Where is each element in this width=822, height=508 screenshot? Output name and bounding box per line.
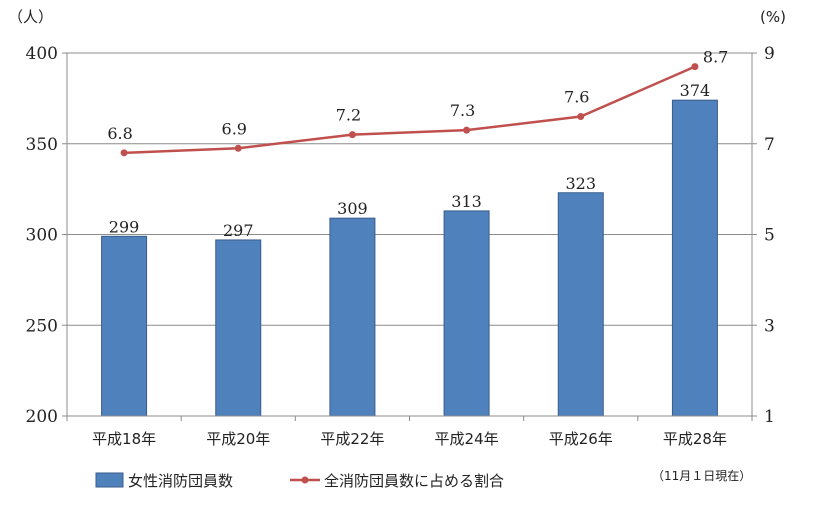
legend-line-marker [301,476,309,484]
line-point [120,149,128,157]
bar-value-label: 374 [680,81,711,100]
x-tick-label: 平成18年 [92,430,156,448]
x-tick-label: 平成26年 [549,430,613,448]
bar-series [101,99,718,417]
gridlines [67,52,752,326]
left-axis-unit: （人） [8,8,53,26]
x-tick-label: 平成24年 [435,430,499,448]
line-value-label: 8.7 [703,48,728,67]
left-tick-label: 350 [26,135,58,155]
line-point [234,144,242,152]
bar-value-label: 297 [223,221,254,240]
right-tick-label: 9 [764,44,775,64]
x-tick-label: 平成22年 [320,430,384,448]
bar [443,210,490,417]
line-series [120,63,699,157]
legend-bar-label: 女性消防団員数 [128,472,233,490]
line-value-label: 7.3 [450,101,475,120]
bar-value-label: 313 [451,192,482,211]
tick-labels: 200 250 300 350 400 1 3 5 7 9 平成18年 平成20年 平成22年 平成24年… [26,44,775,448]
bar-value-label: 309 [337,199,368,218]
axes [62,52,757,421]
left-tick-label: 200 [26,407,58,427]
legend: 女性消防団員数 全消防団員数に占める割合 [95,472,504,490]
bar [671,99,718,417]
line-point [463,126,471,134]
line-value-label: 6.9 [222,119,247,138]
bar [215,239,262,417]
left-tick-label: 400 [26,44,58,64]
line-value-label: 6.8 [107,124,132,143]
line-point [348,131,356,139]
right-axis-unit: (%) [760,8,786,26]
right-tick-label: 1 [764,407,775,427]
data-labels: 299 297 309 313 323 374 6.8 6.9 7.2 7.3 7.6 8.7 [107,48,728,240]
bar [101,235,148,417]
line-value-label: 7.6 [564,88,589,107]
right-tick-label: 5 [764,226,775,246]
bar [329,217,376,417]
line-point [691,63,699,71]
right-tick-label: 3 [764,316,775,336]
legend-line-label: 全消防団員数に占める割合 [324,472,504,490]
bar-value-label: 299 [109,217,140,236]
right-tick-label: 7 [764,135,775,155]
left-tick-label: 250 [26,316,58,336]
line-value-label: 7.2 [336,106,361,125]
line-path [124,65,696,155]
left-tick-label: 300 [26,226,58,246]
x-tick-label: 平成20年 [206,430,270,448]
date-note: （11月１日現在） [652,469,751,483]
legend-bar-swatch [95,472,124,488]
line-point [577,113,585,121]
bar [557,192,604,417]
x-tick-label: 平成28年 [663,430,727,448]
bar-value-label: 323 [565,174,596,193]
